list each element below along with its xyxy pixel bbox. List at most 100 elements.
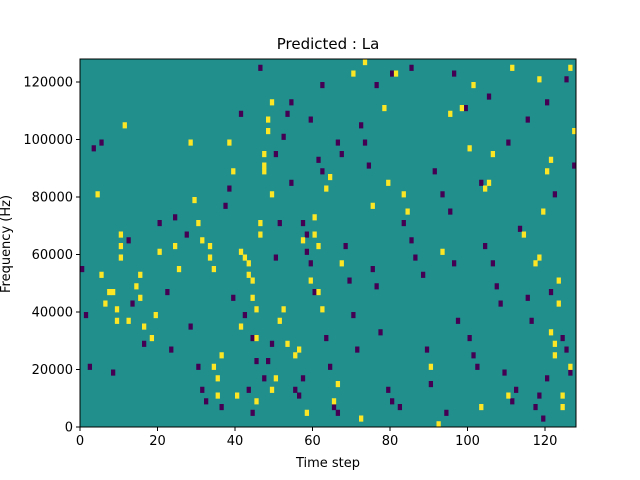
- heatmap-cell-low: [308, 260, 313, 267]
- heatmap-cell-low: [525, 116, 530, 123]
- heatmap-cell-low: [390, 70, 395, 77]
- x-tick-label: 40: [227, 434, 244, 449]
- heatmap-cell-low: [258, 64, 263, 71]
- heatmap-cell-low: [537, 392, 542, 399]
- heatmap-cell-low: [413, 254, 418, 261]
- heatmap-cell-low: [355, 346, 360, 353]
- y-tick-label: 80000: [32, 191, 73, 206]
- heatmap-cell-high: [254, 306, 259, 313]
- heatmap-cell-low: [351, 312, 356, 319]
- heatmap-cell-low: [374, 82, 379, 89]
- heatmap-cell-low: [142, 340, 147, 347]
- heatmap-cell-high: [285, 340, 290, 347]
- x-tick-label: 20: [149, 434, 166, 449]
- heatmap-cell-high: [300, 237, 306, 244]
- heatmap-cell-high: [568, 64, 573, 71]
- heatmap-cell-low: [479, 179, 484, 186]
- heatmap-cell-high: [122, 122, 127, 129]
- heatmap-cell-low: [370, 266, 375, 273]
- heatmap-cell-low: [452, 70, 457, 77]
- heatmap-cell-high: [219, 352, 224, 359]
- y-tick-label: 20000: [32, 363, 73, 378]
- heatmap-cell-high: [269, 386, 275, 393]
- heatmap-cell-low: [494, 283, 499, 290]
- heatmap-cell-low: [165, 289, 170, 296]
- heatmap-cell-low: [300, 375, 306, 382]
- heatmap-cell-high: [149, 335, 155, 342]
- x-tick-label: 0: [76, 434, 84, 449]
- heatmap-cell-low: [421, 271, 426, 278]
- heatmap-cell-low: [548, 289, 554, 296]
- heatmap-cell-high: [351, 70, 356, 77]
- heatmap-cell-high: [537, 254, 542, 261]
- heatmap-cell-high: [235, 392, 240, 399]
- heatmap-cell-high: [238, 323, 244, 330]
- heatmap-cell-low: [289, 99, 294, 106]
- heatmap-cell-high: [382, 105, 387, 112]
- heatmap-cell-low: [242, 312, 248, 319]
- heatmap-cell-low: [440, 191, 445, 198]
- x-axis: 0 20 40 60 80 100 120: [76, 427, 557, 449]
- y-tick-label: 120000: [23, 76, 73, 91]
- heatmap-cell-high: [277, 317, 282, 324]
- heatmap-cell-low: [250, 409, 255, 416]
- heatmap-cell-high: [401, 191, 406, 198]
- heatmap-cell-low: [262, 375, 267, 382]
- heatmap-cell-high: [215, 375, 220, 382]
- heatmap-cell-high: [231, 168, 236, 175]
- heatmap-cell-low: [223, 202, 228, 209]
- heatmap-cell-high: [246, 271, 251, 278]
- heatmap-cell-low: [196, 363, 201, 370]
- heatmap-cell-high: [370, 202, 375, 209]
- heatmap-cell-low: [293, 386, 298, 393]
- heatmap-cell-high: [207, 243, 213, 250]
- heatmap-cell-high: [552, 340, 558, 347]
- heatmap-cell-high: [297, 346, 302, 353]
- heatmap-cell-high: [560, 392, 565, 399]
- heatmap-cell-low: [572, 162, 577, 169]
- heatmap-cell-low: [498, 300, 503, 307]
- heatmap-cell-high: [176, 266, 182, 273]
- heatmap-cell-high: [316, 289, 321, 296]
- heatmap-cell-high: [142, 323, 147, 330]
- heatmap-cell-low: [552, 191, 558, 198]
- heatmap-cell-high: [157, 248, 162, 255]
- heatmap-cell-low: [238, 110, 244, 117]
- heatmap-cell-low: [328, 363, 333, 370]
- heatmap-cell-low: [246, 386, 251, 393]
- heatmap-cell-high: [273, 375, 279, 382]
- heatmap-cell-low: [320, 168, 325, 175]
- heatmap-cell-low: [386, 386, 391, 393]
- heatmap-cell-low: [432, 168, 437, 175]
- heatmap-cell-high: [118, 243, 124, 250]
- heatmap-cell-high: [134, 283, 139, 290]
- heatmap-cell-low: [347, 277, 352, 284]
- heatmap-cell-high: [316, 243, 321, 250]
- heatmap-cell-low: [390, 398, 395, 405]
- heatmap-cell-low: [184, 231, 189, 238]
- heatmap-cell-high: [568, 363, 573, 370]
- heatmap-cell-low: [335, 139, 341, 146]
- heatmap-cell-high: [99, 271, 104, 278]
- heatmap-cell-low: [316, 156, 321, 163]
- heatmap-cell-low: [266, 358, 271, 365]
- y-axis: 0 20000 40000 60000 80000 100000 120000: [23, 76, 80, 436]
- x-tick-label: 80: [382, 434, 399, 449]
- heatmap-cell-high: [506, 392, 511, 399]
- heatmap-cell-low: [204, 398, 209, 405]
- heatmap-cell-low: [343, 243, 348, 250]
- heatmap-cell-high: [126, 317, 131, 324]
- heatmap-cell-high: [328, 174, 333, 181]
- heatmap-cell-high: [138, 294, 143, 301]
- heatmap-cell-high: [548, 329, 554, 336]
- heatmap-cell-low: [545, 99, 550, 106]
- heatmap-cell-low: [541, 415, 546, 422]
- y-tick-label: 40000: [32, 306, 73, 321]
- heatmap-cell-high: [490, 151, 496, 158]
- heatmap-cell-low: [188, 323, 193, 330]
- heatmap-cell-high: [262, 168, 267, 175]
- heatmap-cell-high: [242, 254, 248, 261]
- heatmap-cell-high: [281, 306, 286, 313]
- heatmap-cell-high: [269, 99, 275, 106]
- heatmap-cell-high: [107, 289, 112, 296]
